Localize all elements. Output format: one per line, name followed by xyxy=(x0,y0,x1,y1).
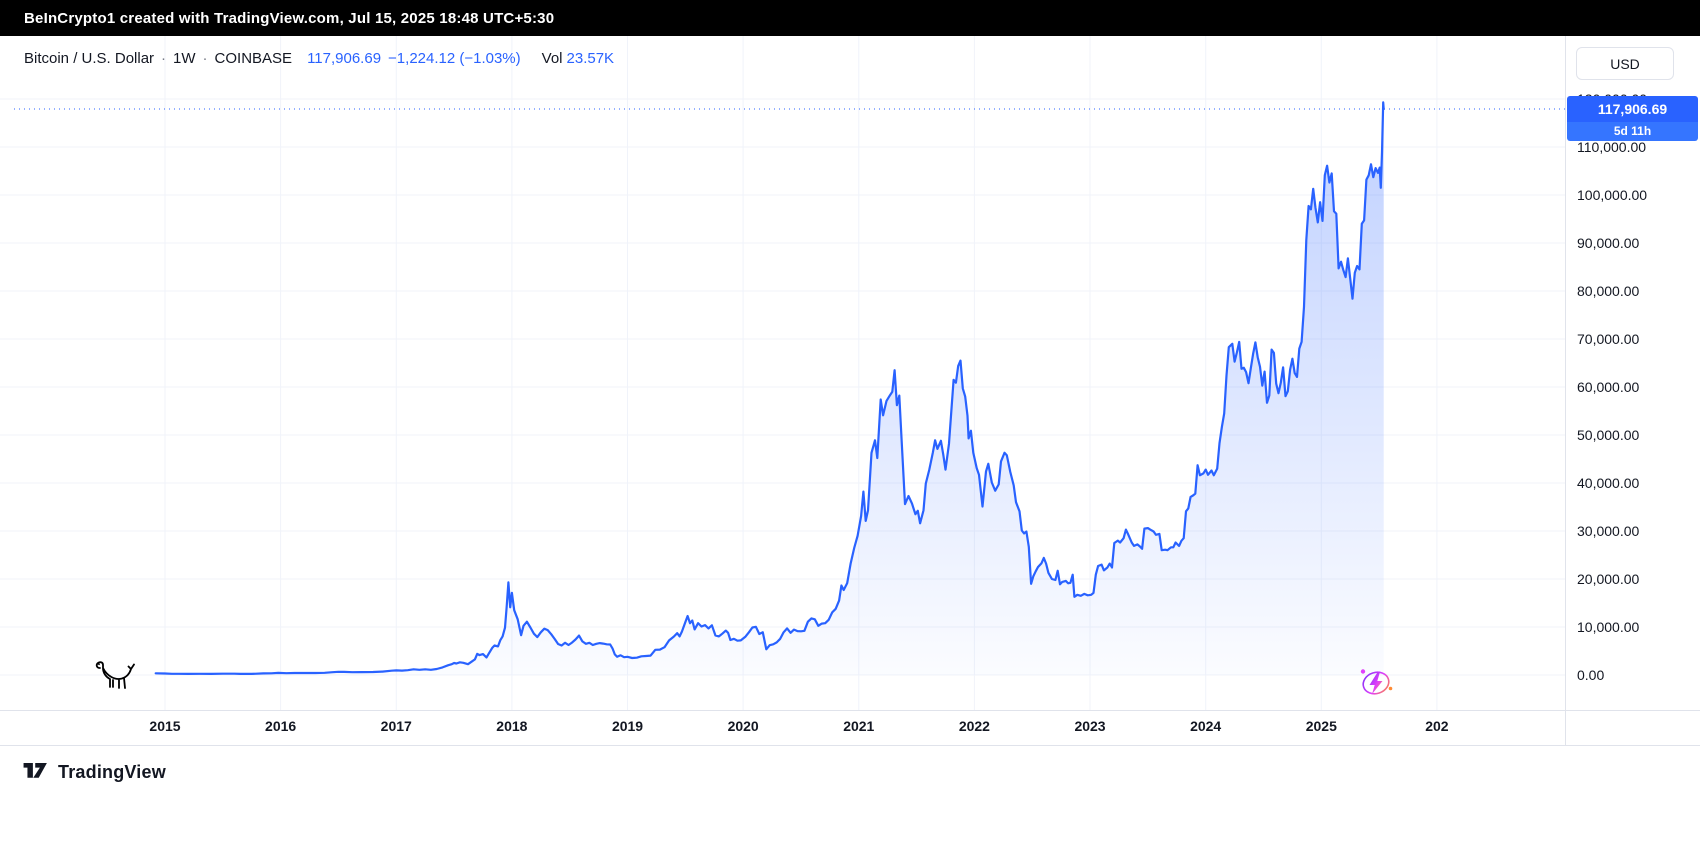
attribution-text: BeInCrypto1 created with TradingView.com… xyxy=(24,9,555,27)
price-axis-label: 80,000.00 xyxy=(1577,283,1640,299)
price-axis-label: 90,000.00 xyxy=(1577,235,1640,251)
price-axis-label: 30,000.00 xyxy=(1577,523,1640,539)
time-axis-label: 2018 xyxy=(496,718,528,734)
price-axis-label: 40,000.00 xyxy=(1577,475,1640,491)
volume-value: 23.57K xyxy=(566,50,615,67)
price-axis-label: 70,000.00 xyxy=(1577,331,1640,347)
chart-header: Bitcoin / U.S. Dollar · 1W · COINBASE 11… xyxy=(24,50,614,67)
separator-dot: · xyxy=(202,50,208,67)
time-axis-label: 2024 xyxy=(1190,718,1222,734)
price-change-value: −1,224.12 (−1.03%) xyxy=(388,50,521,67)
separator-dot: · xyxy=(161,50,167,67)
tradingview-logo-text: TradingView xyxy=(58,762,166,782)
time-axis-label: 2021 xyxy=(843,718,875,734)
interval-label[interactable]: 1W xyxy=(173,50,196,67)
tradingview-brand-link[interactable]: TradingView xyxy=(22,758,166,787)
price-axis-label: 0.00 xyxy=(1577,667,1605,683)
footer: TradingView xyxy=(0,746,1700,859)
price-chart[interactable] xyxy=(0,36,1700,745)
time-axis[interactable]: 2015 2016 2017 2018 2019 2020 2021 2022 2023 2024… xyxy=(0,710,1700,745)
attribution-bar: BeInCrypto1 created with TradingView.com… xyxy=(0,0,1700,36)
price-axis-label: 110,000.00 xyxy=(1577,139,1647,155)
time-axis-label: 2023 xyxy=(1074,718,1106,734)
time-axis-label: 2020 xyxy=(727,718,759,734)
footer-border xyxy=(0,745,1700,746)
exchange-label[interactable]: COINBASE xyxy=(214,50,293,67)
current-price-tag: 117,906.69 5d 11h xyxy=(1567,96,1698,142)
time-axis-label: 2025 xyxy=(1305,718,1337,734)
last-price-value: 117,906.69 xyxy=(307,50,382,67)
price-axis-label: 50,000.00 xyxy=(1577,427,1640,443)
price-axis-label: 10,000.00 xyxy=(1577,619,1640,635)
price-line-series xyxy=(154,101,1385,675)
time-axis-label: 2016 xyxy=(265,718,297,734)
price-axis-border xyxy=(1565,36,1566,745)
currency-usd-button[interactable]: USD xyxy=(1576,47,1674,80)
symbol-title[interactable]: Bitcoin / U.S. Dollar xyxy=(24,50,155,67)
time-axis-border xyxy=(0,710,1700,711)
volume-label: Vol xyxy=(541,50,563,67)
time-axis-label: 2022 xyxy=(958,718,990,734)
price-axis-label: 20,000.00 xyxy=(1577,571,1640,587)
time-axis-label: 2019 xyxy=(611,718,644,734)
flash-orbit-icon[interactable] xyxy=(1356,662,1396,707)
current-price-value: 117,906.69 xyxy=(1567,96,1698,123)
time-axis-label: 2015 xyxy=(149,718,181,734)
dino-icon xyxy=(93,656,137,701)
time-axis-label: 2017 xyxy=(380,718,412,734)
time-axis-label: 202 xyxy=(1425,718,1449,734)
bar-countdown: 5d 11h xyxy=(1567,122,1698,142)
price-area-fill xyxy=(155,102,1384,675)
price-axis-label: 100,000.00 xyxy=(1577,187,1648,203)
price-axis-label: 60,000.00 xyxy=(1577,379,1640,395)
tradingview-logo-icon xyxy=(22,758,50,787)
